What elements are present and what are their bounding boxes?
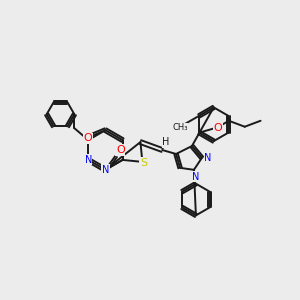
Text: N: N xyxy=(102,165,109,175)
Text: N: N xyxy=(85,155,92,165)
Text: O: O xyxy=(116,145,125,155)
Text: H: H xyxy=(163,137,170,147)
Text: N: N xyxy=(192,172,200,182)
Text: CH₃: CH₃ xyxy=(172,123,188,132)
Text: N: N xyxy=(204,153,212,163)
Text: S: S xyxy=(140,158,147,168)
Text: O: O xyxy=(214,123,222,133)
Text: O: O xyxy=(83,133,92,143)
